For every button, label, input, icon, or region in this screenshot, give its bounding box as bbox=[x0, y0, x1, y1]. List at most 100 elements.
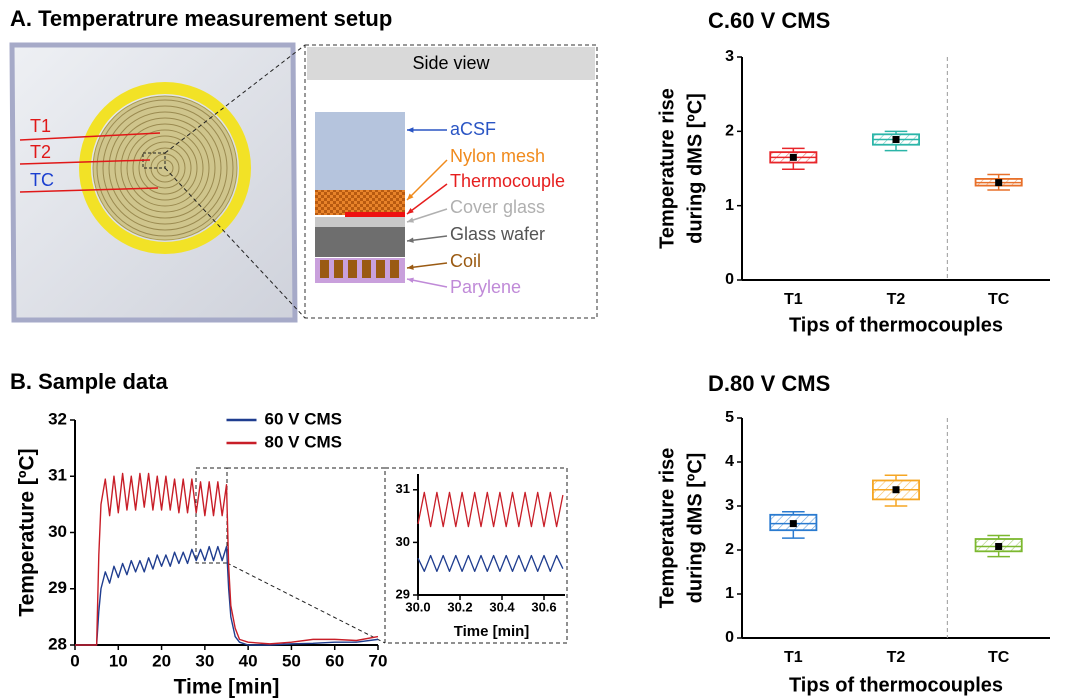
layer-label: Parylene bbox=[450, 277, 521, 297]
y-tick-label: 2 bbox=[725, 123, 734, 140]
layer-label: Cover glass bbox=[450, 197, 545, 217]
y-tick-label: 1 bbox=[725, 585, 734, 602]
y-tick-label: 32 bbox=[48, 409, 67, 428]
arrow-head bbox=[407, 277, 414, 283]
dish-ring bbox=[79, 82, 251, 254]
panel-title: A. Temperatrure measurement setup bbox=[10, 6, 392, 31]
zoom-line bbox=[226, 562, 386, 644]
coil-block bbox=[334, 260, 343, 278]
side-view-header bbox=[307, 47, 595, 80]
probe-wire bbox=[19, 159, 151, 165]
y-axis-label: Temperature rise bbox=[656, 448, 678, 609]
layer-label: Coil bbox=[450, 251, 481, 271]
y-tick-label: 3 bbox=[725, 497, 734, 514]
probe-label: TC bbox=[30, 170, 54, 190]
x-axis-label: Time [min] bbox=[174, 676, 280, 699]
y-tick-label: 0 bbox=[725, 271, 734, 288]
y-axis-label: during dMS [ºC] bbox=[684, 93, 706, 244]
data-line bbox=[75, 545, 379, 646]
arrow-shaft bbox=[406, 278, 448, 288]
y-tick-label: 2 bbox=[725, 541, 734, 558]
arrow-shaft bbox=[406, 159, 448, 201]
layer-label: Thermocouple bbox=[450, 171, 565, 191]
x-tick-label: 30 bbox=[195, 651, 214, 670]
y-tick-label: 3 bbox=[725, 48, 734, 65]
arrow-head bbox=[407, 217, 414, 223]
arrow-head bbox=[407, 264, 414, 270]
x-axis-label: Tips of thermocouples bbox=[789, 674, 1003, 696]
coil-blocks bbox=[320, 260, 399, 278]
x-tick-label: 30.6 bbox=[531, 599, 556, 614]
mean-marker bbox=[995, 179, 1003, 187]
coil-ring bbox=[96, 99, 234, 237]
layer-acsf bbox=[315, 112, 405, 190]
y-tick-label: 30 bbox=[396, 534, 410, 549]
data-line bbox=[417, 491, 564, 528]
y-tick-label: 29 bbox=[48, 578, 67, 597]
x-tick-label: T1 bbox=[784, 291, 803, 308]
arrow-shaft bbox=[406, 183, 448, 215]
layer-label: Glass wafer bbox=[450, 224, 545, 244]
side-view-title: Side view bbox=[412, 53, 490, 73]
zoom-line bbox=[164, 44, 306, 154]
layer-cover-glass bbox=[315, 217, 405, 227]
arrows bbox=[406, 127, 448, 288]
x-tick-label: 30.0 bbox=[405, 599, 430, 614]
y-tick-label: 30 bbox=[48, 522, 67, 541]
x-tick-label: T1 bbox=[784, 649, 803, 666]
y-axis-label: during dMS [ºC] bbox=[684, 453, 706, 604]
mean-marker bbox=[789, 520, 797, 528]
inset-box bbox=[384, 467, 568, 644]
layer-label: aCSF bbox=[450, 119, 496, 139]
x-axis-label: Time [min] bbox=[454, 623, 530, 640]
y-tick-label: 1 bbox=[725, 197, 734, 214]
y-tick-label: 31 bbox=[48, 466, 67, 485]
probe-label: T2 bbox=[30, 142, 51, 162]
x-tick-label: 30.4 bbox=[489, 599, 515, 614]
y-axis-label: Temperature rise bbox=[656, 88, 678, 249]
arrow-head bbox=[407, 127, 414, 133]
coil-ring bbox=[120, 123, 210, 213]
coil-rings bbox=[96, 99, 234, 237]
y-tick-label: 28 bbox=[48, 634, 67, 653]
legend-label: 80 V CMS bbox=[265, 432, 342, 451]
layer-mesh bbox=[315, 190, 405, 215]
x-tick-label: 20 bbox=[152, 651, 171, 670]
mean-marker bbox=[892, 136, 900, 144]
layer-label: Nylon mesh bbox=[450, 146, 545, 166]
layer-thermocouple bbox=[345, 212, 405, 217]
coil-block bbox=[320, 260, 329, 278]
x-tick-label: TC bbox=[988, 291, 1010, 308]
legend-label: 60 V CMS bbox=[265, 409, 342, 428]
x-tick-label: 0 bbox=[70, 651, 79, 670]
x-tick-label: T2 bbox=[887, 291, 906, 308]
arrow-head bbox=[407, 207, 414, 214]
probe-wire bbox=[19, 132, 161, 141]
x-tick-label: 30.2 bbox=[447, 599, 472, 614]
layer-wafer bbox=[315, 227, 405, 257]
coil-ring bbox=[138, 141, 192, 195]
coil-block bbox=[348, 260, 357, 278]
coil-block bbox=[362, 260, 371, 278]
y-tick-label: 4 bbox=[725, 453, 734, 470]
x-tick-label: 10 bbox=[109, 651, 128, 670]
coil-ring bbox=[108, 111, 222, 225]
arrow-shaft bbox=[406, 208, 448, 223]
mean-marker bbox=[892, 486, 900, 494]
coil-block bbox=[376, 260, 385, 278]
arrow-head bbox=[407, 193, 414, 200]
arrow-shaft bbox=[406, 262, 448, 269]
y-tick-label: 29 bbox=[396, 586, 410, 601]
y-axis-label: Temperature [ºC] bbox=[16, 448, 39, 616]
arrow-shaft bbox=[406, 235, 448, 242]
x-axis-label: Tips of thermocouples bbox=[789, 314, 1003, 336]
chart-title: B. Sample data bbox=[10, 369, 168, 394]
coil-ring bbox=[114, 117, 216, 219]
x-tick-label: 60 bbox=[325, 651, 344, 670]
data-line bbox=[75, 472, 379, 646]
chart-title: C.60 V CMS bbox=[708, 8, 830, 33]
y-tick-label: 31 bbox=[396, 481, 410, 496]
probe-wire bbox=[19, 187, 159, 193]
x-tick-label: T2 bbox=[887, 649, 906, 666]
